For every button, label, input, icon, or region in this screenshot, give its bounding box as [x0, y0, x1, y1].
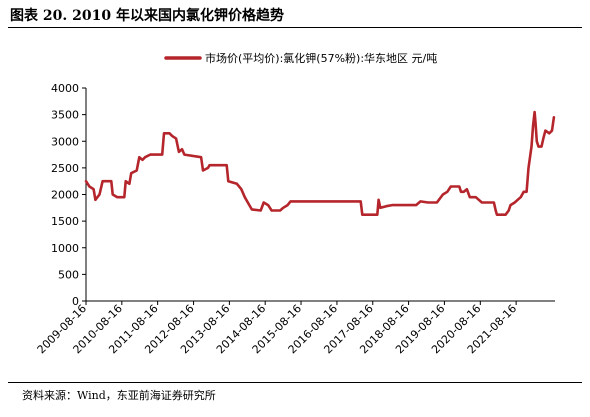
x-axis-ticks: 2009-08-162010-08-162011-08-162012-08-16… [35, 301, 519, 356]
source-note: 资料来源：Wind，东亚前海证券研究所 [22, 389, 216, 402]
y-tick-label: 4000 [51, 82, 79, 95]
y-tick-label: 1000 [51, 242, 79, 255]
y-axis-ticks: 0 500 1000 1500 2000 2500 3000 3500 4000 [51, 82, 86, 308]
series-line [84, 110, 556, 216]
y-tick-label: 0 [72, 295, 79, 308]
y-tick-label: 2000 [51, 189, 79, 202]
source-rule [8, 382, 582, 383]
legend-label: 市场价(平均价):氯化钾(57%粉):华东地区 元/吨 [205, 51, 437, 65]
axes [85, 88, 555, 302]
y-tick-label: 500 [58, 268, 79, 281]
legend: 市场价(平均价):氯化钾(57%粉):华东地区 元/吨 [164, 51, 437, 65]
y-tick-label: 3000 [51, 135, 79, 148]
title-rule [8, 27, 582, 28]
y-tick-label: 3500 [51, 109, 79, 122]
figure-title: 图表 20. 2010 年以来国内氯化钾价格趋势 [10, 8, 284, 24]
y-tick-label: 2500 [51, 162, 79, 175]
y-tick-label: 1500 [51, 215, 79, 228]
